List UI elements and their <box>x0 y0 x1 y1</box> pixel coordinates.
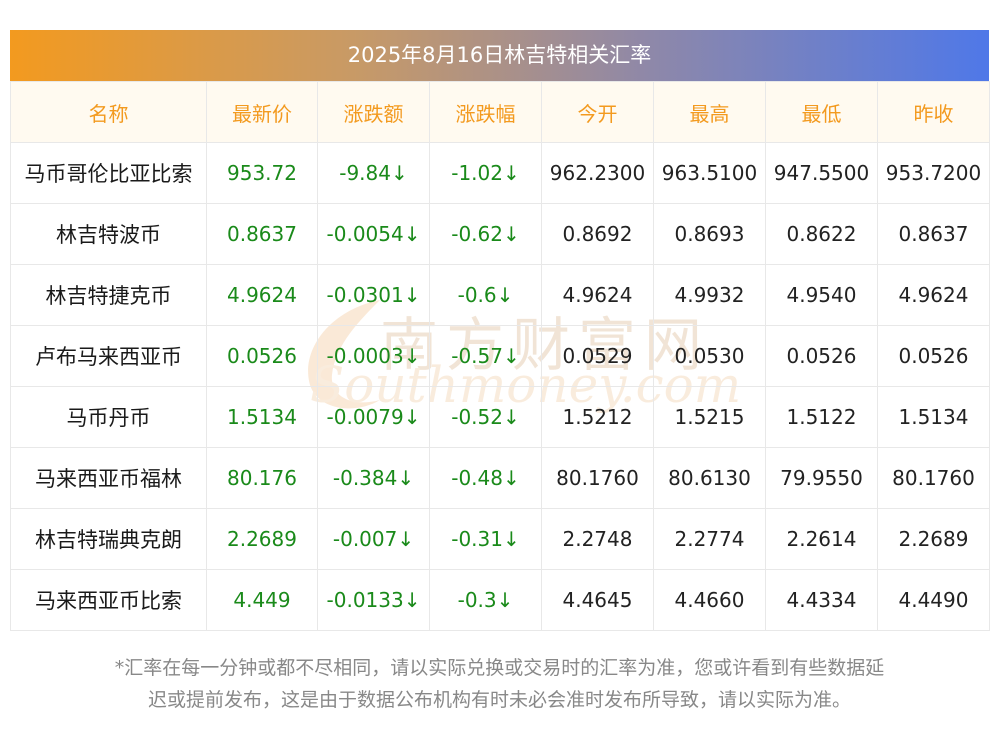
cell-change-pct: -1.02↓ <box>429 142 542 204</box>
cell-open: 4.9624 <box>541 264 654 326</box>
cell-open: 0.0529 <box>541 325 654 387</box>
cell-prev-close: 0.8637 <box>877 203 990 265</box>
cell-name: 马币哥伦比亚比索 <box>10 142 207 204</box>
cell-open: 80.1760 <box>541 447 654 509</box>
cell-prev-close: 80.1760 <box>877 447 990 509</box>
cell-low: 2.2614 <box>765 508 878 570</box>
cell-latest: 80.176 <box>206 447 318 509</box>
cell-high: 2.2774 <box>653 508 766 570</box>
exchange-rate-table: 名称 最新价 涨跌额 涨跌幅 今开 最高 最低 昨收 马币哥伦比亚比索 953.7… <box>10 81 990 631</box>
cell-latest: 0.8637 <box>206 203 318 265</box>
cell-latest: 953.72 <box>206 142 318 204</box>
table-header-row: 名称 最新价 涨跌额 涨跌幅 今开 最高 最低 昨收 <box>10 81 990 143</box>
cell-open: 2.2748 <box>541 508 654 570</box>
header-open: 今开 <box>541 81 654 143</box>
cell-name: 马币丹币 <box>10 386 207 448</box>
table-row: 林吉特瑞典克朗 2.2689 -0.007↓ -0.31↓ 2.2748 2.2774 2.… <box>10 508 990 570</box>
header-high: 最高 <box>653 81 766 143</box>
cell-latest: 1.5134 <box>206 386 318 448</box>
cell-high: 1.5215 <box>653 386 766 448</box>
cell-prev-close: 0.0526 <box>877 325 990 387</box>
cell-change-pct: -0.31↓ <box>429 508 542 570</box>
cell-change: -0.0054↓ <box>317 203 430 265</box>
cell-change-pct: -0.48↓ <box>429 447 542 509</box>
table-title: 2025年8月16日林吉特相关汇率 <box>10 30 989 81</box>
disclaimer-note: *汇率在每一分钟或都不尽相同，请以实际兑换或交易时的汇率为准，您或许看到有些数据… <box>10 652 989 716</box>
table-row: 马币丹币 1.5134 -0.0079↓ -0.52↓ 1.5212 1.5215 1.51… <box>10 386 990 448</box>
table-row: 卢布马来西亚币 0.0526 -0.0003↓ -0.57↓ 0.0529 0.0530 0… <box>10 325 990 387</box>
cell-change: -0.0301↓ <box>317 264 430 326</box>
table-row: 马币哥伦比亚比索 953.72 -9.84↓ -1.02↓ 962.2300 963.51… <box>10 142 990 204</box>
cell-change: -0.007↓ <box>317 508 430 570</box>
cell-prev-close: 953.7200 <box>877 142 990 204</box>
cell-high: 0.8693 <box>653 203 766 265</box>
cell-change-pct: -0.52↓ <box>429 386 542 448</box>
disclaimer-line-1: *汇率在每一分钟或都不尽相同，请以实际兑换或交易时的汇率为准，您或许看到有些数据… <box>114 657 885 679</box>
cell-change: -0.0003↓ <box>317 325 430 387</box>
cell-high: 4.4660 <box>653 569 766 631</box>
cell-latest: 2.2689 <box>206 508 318 570</box>
cell-low: 0.0526 <box>765 325 878 387</box>
cell-high: 4.9932 <box>653 264 766 326</box>
cell-latest: 4.9624 <box>206 264 318 326</box>
cell-high: 963.5100 <box>653 142 766 204</box>
cell-change: -9.84↓ <box>317 142 430 204</box>
cell-prev-close: 4.9624 <box>877 264 990 326</box>
header-low: 最低 <box>765 81 878 143</box>
cell-high: 80.6130 <box>653 447 766 509</box>
cell-low: 1.5122 <box>765 386 878 448</box>
cell-prev-close: 1.5134 <box>877 386 990 448</box>
cell-low: 4.4334 <box>765 569 878 631</box>
table-row: 林吉特波币 0.8637 -0.0054↓ -0.62↓ 0.8692 0.8693 0.8… <box>10 203 990 265</box>
rate-table-card: 2025年8月16日林吉特相关汇率 名称 最新价 涨跌额 涨跌幅 今开 最高 最… <box>10 30 990 631</box>
cell-name: 林吉特捷克币 <box>10 264 207 326</box>
disclaimer-line-2: 迟或提前发布，这是由于数据公布机构有时未必会准时发布所导致，请以实际为准。 <box>147 689 851 711</box>
cell-change: -0.0079↓ <box>317 386 430 448</box>
cell-name: 马来西亚币福林 <box>10 447 207 509</box>
cell-change-pct: -0.6↓ <box>429 264 542 326</box>
cell-latest: 4.449 <box>206 569 318 631</box>
cell-name: 卢布马来西亚币 <box>10 325 207 387</box>
cell-change-pct: -0.57↓ <box>429 325 542 387</box>
cell-open: 1.5212 <box>541 386 654 448</box>
cell-low: 947.5500 <box>765 142 878 204</box>
header-latest: 最新价 <box>206 81 318 143</box>
cell-latest: 0.0526 <box>206 325 318 387</box>
table-row: 马来西亚币福林 80.176 -0.384↓ -0.48↓ 80.1760 80.6130… <box>10 447 990 509</box>
cell-name: 林吉特瑞典克朗 <box>10 508 207 570</box>
cell-change-pct: -0.3↓ <box>429 569 542 631</box>
cell-change-pct: -0.62↓ <box>429 203 542 265</box>
header-prev-close: 昨收 <box>877 81 990 143</box>
cell-high: 0.0530 <box>653 325 766 387</box>
table-row: 马来西亚币比索 4.449 -0.0133↓ -0.3↓ 4.4645 4.4660 4.4… <box>10 569 990 631</box>
cell-low: 79.9550 <box>765 447 878 509</box>
header-name: 名称 <box>10 81 207 143</box>
cell-prev-close: 4.4490 <box>877 569 990 631</box>
cell-prev-close: 2.2689 <box>877 508 990 570</box>
cell-low: 4.9540 <box>765 264 878 326</box>
cell-name: 林吉特波币 <box>10 203 207 265</box>
table-row: 林吉特捷克币 4.9624 -0.0301↓ -0.6↓ 4.9624 4.9932 4.9… <box>10 264 990 326</box>
header-change: 涨跌额 <box>317 81 430 143</box>
cell-low: 0.8622 <box>765 203 878 265</box>
cell-open: 4.4645 <box>541 569 654 631</box>
cell-open: 962.2300 <box>541 142 654 204</box>
cell-change: -0.0133↓ <box>317 569 430 631</box>
cell-open: 0.8692 <box>541 203 654 265</box>
cell-change: -0.384↓ <box>317 447 430 509</box>
header-change-pct: 涨跌幅 <box>429 81 542 143</box>
cell-name: 马来西亚币比索 <box>10 569 207 631</box>
